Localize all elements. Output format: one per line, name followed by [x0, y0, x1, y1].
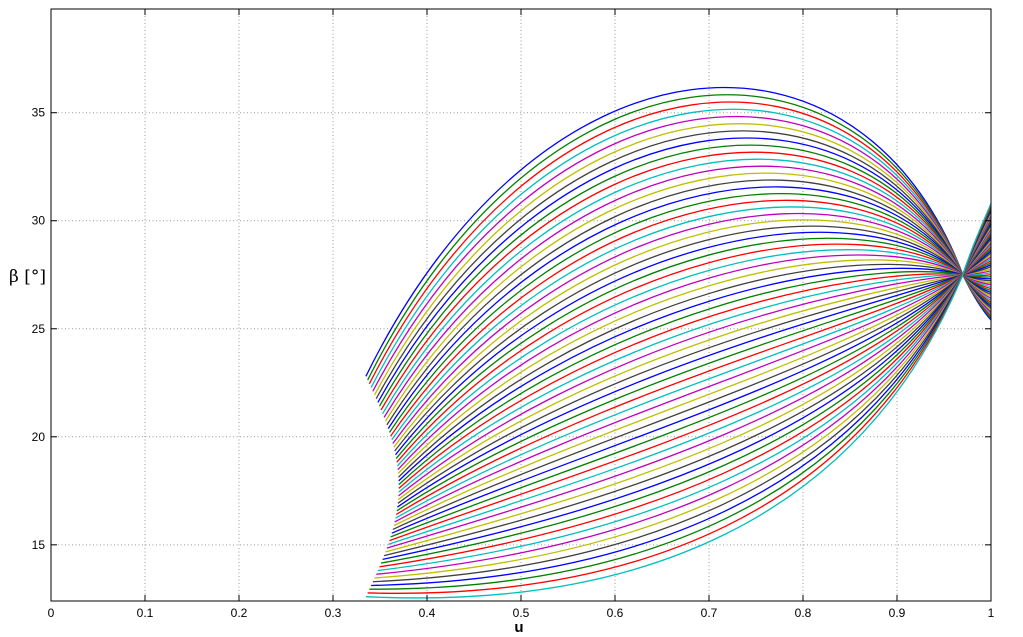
series-line: [393, 219, 992, 448]
series-line: [398, 260, 992, 489]
series-line: [397, 254, 992, 471]
series-line: [365, 203, 992, 599]
y-tick-label: 20: [32, 430, 46, 444]
y-tick-label: 30: [32, 214, 46, 228]
y-axis: 15 20 25 30 35: [32, 106, 991, 552]
series-line: [394, 225, 992, 452]
x-tick-label: 0.9: [889, 606, 906, 620]
series-line: [396, 243, 992, 463]
y-tick-label: 15: [32, 538, 46, 552]
series-line: [383, 224, 992, 557]
series-line: [397, 259, 992, 474]
x-tick-label: 0: [48, 606, 55, 620]
y-axis-label: β [°]: [9, 267, 46, 287]
series-line: [396, 249, 992, 467]
x-tick-label: 0.6: [607, 606, 624, 620]
y-tick-label: 35: [32, 106, 46, 120]
x-tick-label: 0.2: [231, 606, 248, 620]
x-tick-label: 0.7: [701, 606, 718, 620]
x-tick-label: 0.3: [325, 606, 342, 620]
x-axis: 0 0.1 0.2 0.3 0.4 0.5 0.6 0.7 0.8 0.9 1: [48, 9, 995, 620]
x-tick-label: 0.8: [795, 606, 812, 620]
series-line: [398, 262, 992, 486]
series-line: [382, 222, 992, 560]
x-tick-label: 0.4: [419, 606, 436, 620]
x-tick-label: 1: [988, 606, 995, 620]
x-tick-label: 0.1: [137, 606, 154, 620]
series-group: [365, 87, 992, 599]
series-line: [395, 237, 992, 459]
x-axis-label: u: [514, 619, 523, 636]
series-line: [398, 264, 992, 482]
x-tick-label: 0.5: [513, 606, 530, 620]
series-line: [394, 231, 992, 456]
y-tick-label: 25: [32, 322, 46, 336]
series-line: [398, 263, 992, 478]
series-line: [379, 218, 992, 568]
